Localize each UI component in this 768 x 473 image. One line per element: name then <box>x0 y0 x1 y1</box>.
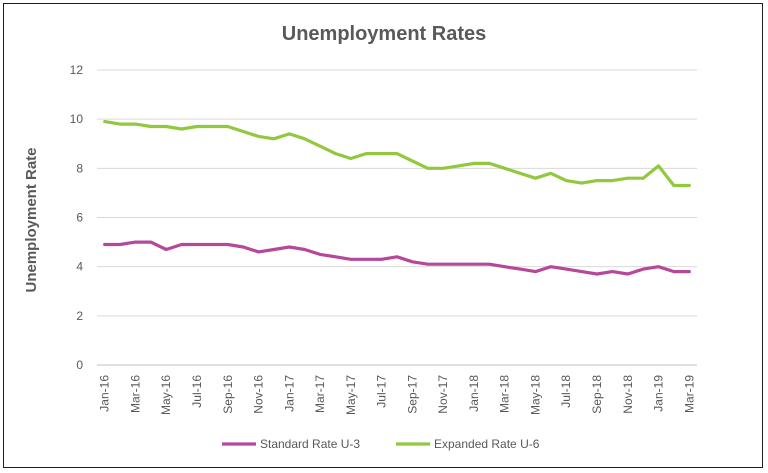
y-axis-ticks: 0 2 4 6 8 10 12 <box>70 63 84 372</box>
x-tick-label: Mar-19 <box>682 375 696 413</box>
legend-label: Expanded Rate U-6 <box>434 437 540 451</box>
x-tick-label: Sep-18 <box>590 375 604 414</box>
y-tick-label: 8 <box>76 161 83 175</box>
y-tick-label: 10 <box>70 112 84 126</box>
x-tick-label: Nov-16 <box>252 375 266 414</box>
x-tick-label: May-18 <box>528 375 542 415</box>
x-tick-label: Sep-17 <box>405 375 419 414</box>
x-tick-label: Jan-19 <box>652 375 666 412</box>
y-tick-label: 4 <box>76 260 83 274</box>
legend: Standard Rate U-3 Expanded Rate U-6 <box>222 437 540 451</box>
x-tick-label: Nov-18 <box>621 375 635 414</box>
x-tick-label: Mar-17 <box>313 375 327 413</box>
y-tick-label: 6 <box>76 211 83 225</box>
x-tick-label: Nov-17 <box>436 375 450 414</box>
x-axis-ticks: Jan-16 Mar-16 May-16 Jul-16 Sep-16 Nov-16 Jan-… <box>98 375 697 415</box>
x-tick-label: Jan-17 <box>282 375 296 412</box>
x-tick-label: May-17 <box>344 375 358 415</box>
y-tick-label: 12 <box>70 63 84 77</box>
chart-frame <box>3 3 763 468</box>
x-tick-label: Jul-18 <box>559 375 573 408</box>
legend-label: Standard Rate U-3 <box>260 437 360 451</box>
y-tick-label: 0 <box>76 358 83 372</box>
x-tick-label: Jul-17 <box>375 375 389 408</box>
y-tick-label: 2 <box>76 309 83 323</box>
x-tick-label: May-16 <box>159 375 173 415</box>
chart-title: Unemployment Rates <box>282 23 487 45</box>
gridlines <box>97 69 697 366</box>
x-tick-label: Mar-18 <box>498 375 512 413</box>
y-axis-label: Unemployment Rate <box>23 147 40 292</box>
series-line-1 <box>103 240 691 276</box>
x-tick-label: Mar-16 <box>128 375 142 413</box>
x-tick-label: Jan-16 <box>98 375 112 412</box>
series-line-2 <box>103 119 691 188</box>
x-tick-label: Sep-16 <box>221 375 235 414</box>
series-lines <box>103 119 691 276</box>
x-tick-label: Jan-18 <box>467 375 481 412</box>
x-tick-label: Jul-16 <box>190 375 204 408</box>
